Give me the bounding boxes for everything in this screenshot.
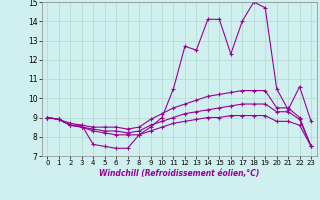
X-axis label: Windchill (Refroidissement éolien,°C): Windchill (Refroidissement éolien,°C): [99, 169, 260, 178]
